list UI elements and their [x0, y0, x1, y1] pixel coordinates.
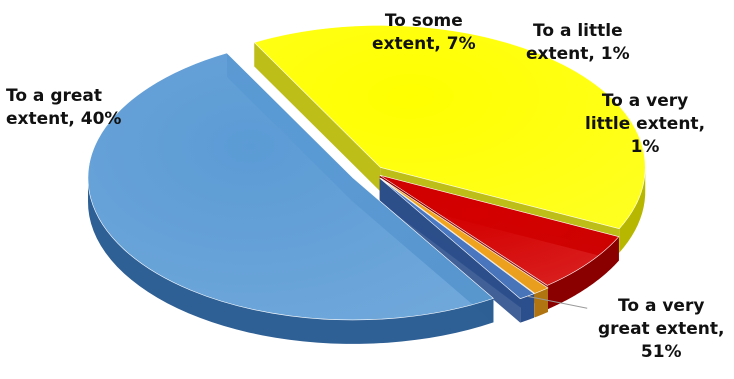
slice-label-to-a-great-extent: To a great extent, 40%	[6, 86, 122, 129]
slice-label-to-a-very-little-extent: To a very little extent, 1%	[585, 91, 706, 157]
slice-edge-to-a-great-extent-40-0	[254, 42, 381, 192]
slice-label-to-some-extent: To some extent, 7%	[372, 11, 476, 54]
slice-side-to-a-great-extent-40	[619, 165, 646, 253]
leader-line	[527, 295, 588, 309]
slice-to-a-great-extent-40	[253, 25, 646, 230]
slice-label-to-a-little-extent: To a little extent, 1%	[526, 21, 630, 64]
slice-side-to-a-very-great-extent-51	[87, 176, 494, 344]
slice-label-to-a-very-great-extent: To a very great extent, 51%	[598, 296, 725, 362]
slice-to-a-very-great-extent-51	[87, 52, 495, 321]
slice-to-some-extent-7	[379, 175, 620, 286]
slice-to-a-little-extent-1	[380, 177, 549, 294]
slice-edge-to-a-very-little-extent-1-1	[379, 178, 521, 323]
